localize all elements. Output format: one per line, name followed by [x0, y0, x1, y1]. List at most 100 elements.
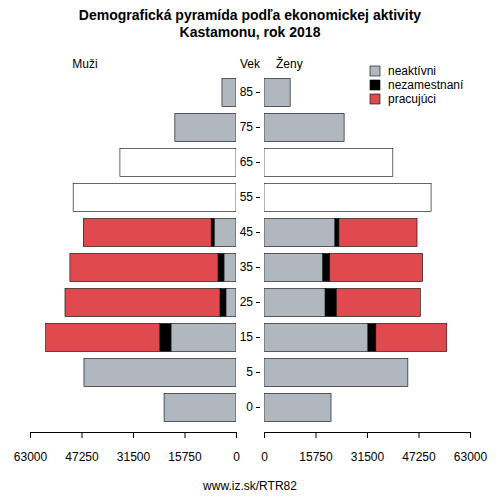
bar [224, 254, 236, 282]
legend-label: nezamestnaní [388, 78, 464, 92]
tick: 5 [246, 365, 260, 379]
x-axis: 0 15750 31500 47250 63000 [261, 432, 487, 464]
tick: 63000 [454, 432, 488, 464]
bar [335, 219, 339, 247]
tick-mark [470, 432, 471, 438]
bar [330, 254, 423, 282]
tick-label: 85 [240, 85, 254, 99]
tick-mark [256, 92, 260, 93]
bar [376, 324, 447, 352]
bar [264, 149, 393, 177]
tick: 63000 [14, 432, 48, 464]
tick-mark [133, 432, 134, 438]
tick-mark [256, 267, 260, 268]
tick: 31500 [117, 432, 151, 464]
tick-label: 15 [240, 330, 254, 344]
tick: 31500 [351, 432, 385, 464]
bar [175, 114, 236, 142]
axis-line [265, 433, 471, 439]
tick: 45 [240, 225, 260, 239]
tick-mark [316, 432, 317, 438]
bar [70, 254, 218, 282]
tick-label: 0 [233, 450, 240, 464]
tick-mark [264, 432, 265, 438]
tick: 47250 [402, 432, 436, 464]
tick: 85 [240, 85, 260, 99]
bar [264, 219, 335, 247]
legend-label: pracujúci [388, 92, 436, 106]
bar [46, 324, 160, 352]
x-axis: 63000 47250 31500 15750 0 [14, 432, 240, 464]
tick: 15750 [168, 432, 202, 464]
legend: neaktívninezamestnanípracujúci [370, 64, 464, 106]
bar [339, 219, 417, 247]
bar [65, 289, 220, 317]
bars [46, 79, 236, 422]
tick-mark [82, 432, 83, 438]
bar [226, 289, 236, 317]
tick-mark [256, 197, 260, 198]
legend-label: neaktívni [388, 64, 436, 78]
bars [264, 79, 447, 422]
tick-label: 63000 [14, 450, 48, 464]
title: Demografická pyramída podľa ekonomickej … [79, 7, 422, 23]
tick-label: 65 [240, 155, 254, 169]
tick-mark [256, 127, 260, 128]
source: www.iz.sk/RTR82 [202, 479, 297, 493]
tick-label: 47250 [65, 450, 99, 464]
tick-label: 47250 [402, 450, 436, 464]
bar [264, 254, 323, 282]
y-axis: 051525354555657585 [240, 85, 260, 414]
legend-swatch [370, 94, 380, 104]
tick-label: 31500 [117, 450, 151, 464]
bar [211, 219, 214, 247]
tick: 55 [240, 190, 260, 204]
tick-label: 25 [240, 295, 254, 309]
tick: 0 [261, 432, 268, 464]
tick: 47250 [65, 432, 99, 464]
tick-label: 15750 [168, 450, 202, 464]
bar [264, 324, 368, 352]
bar [323, 254, 330, 282]
bar [264, 79, 290, 107]
bar [84, 359, 236, 387]
bar [218, 254, 224, 282]
tick: 25 [240, 295, 260, 309]
bar [264, 394, 331, 422]
bar [160, 324, 171, 352]
bar [220, 289, 226, 317]
tick-mark [256, 162, 260, 163]
bar [336, 289, 420, 317]
tick-label: 55 [240, 190, 254, 204]
tick: 0 [246, 400, 260, 414]
tick: 15750 [299, 432, 333, 464]
tick-label: 45 [240, 225, 254, 239]
tick: 0 [233, 432, 240, 464]
legend-swatch [370, 80, 380, 90]
tick-mark [236, 432, 237, 438]
y-label: Vek [240, 57, 261, 71]
tick-label: 0 [261, 450, 268, 464]
bar [264, 359, 408, 387]
tick-label: 31500 [351, 450, 385, 464]
tick-mark [256, 232, 260, 233]
chart: Demografická pyramída podľa ekonomickej … [0, 0, 500, 500]
bar [120, 149, 236, 177]
tick-mark [256, 302, 260, 303]
bar [164, 394, 236, 422]
tick-mark [367, 432, 368, 438]
bar [264, 184, 431, 212]
tick-label: 15750 [299, 450, 333, 464]
bar [264, 289, 325, 317]
panel-label: Muži [72, 57, 97, 71]
tick-mark [256, 372, 260, 373]
tick-mark [419, 432, 420, 438]
tick-mark [185, 432, 186, 438]
bar [83, 219, 211, 247]
tick-mark [256, 407, 260, 408]
bar [222, 79, 236, 107]
tick-label: 63000 [454, 450, 488, 464]
bar [368, 324, 376, 352]
legend-swatch [370, 66, 380, 76]
tick: 35 [240, 260, 260, 274]
